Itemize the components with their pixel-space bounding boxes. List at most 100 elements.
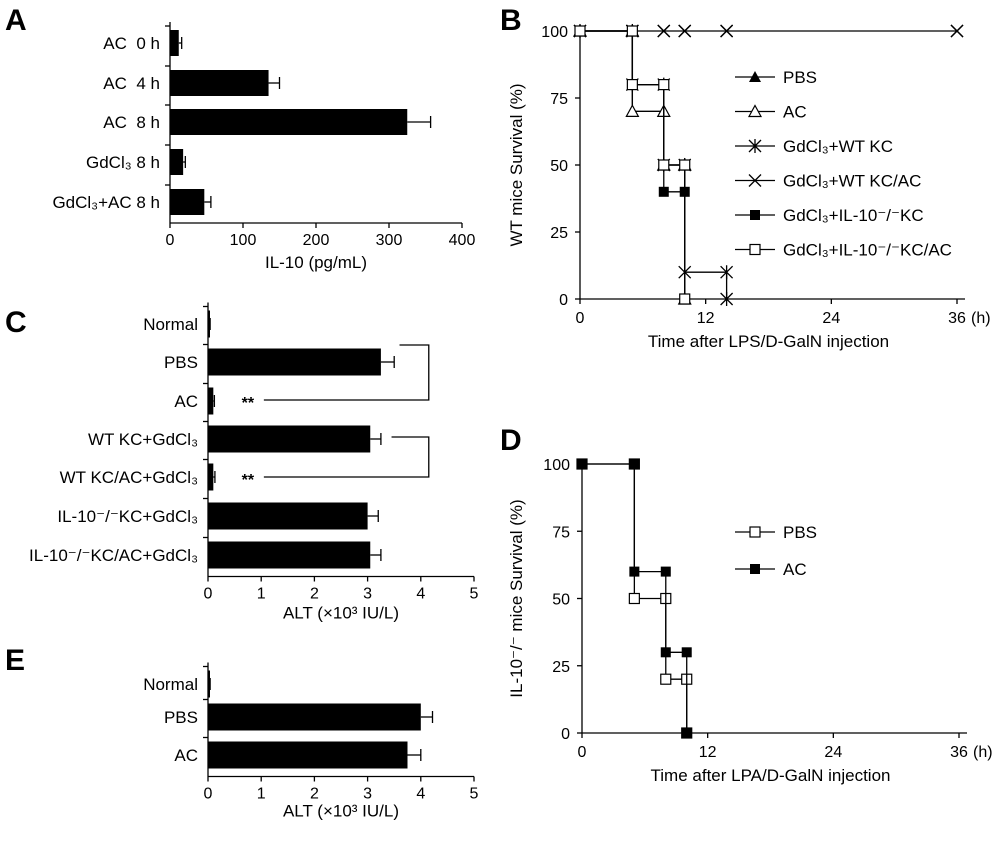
- c-category-label: WT KC/AC+GdCl₃: [60, 468, 198, 487]
- b-y-tick-label: 100: [541, 24, 568, 41]
- a-category-label: AC 4 h: [103, 74, 160, 93]
- b-series-marker: [626, 78, 638, 91]
- b-legend-label: GdCl₃+IL-10⁻/⁻KC/AC: [783, 241, 952, 260]
- b-x-tick-label: 0: [576, 310, 585, 327]
- b-legend-marker: [748, 174, 762, 187]
- d-x-tick-label: 0: [578, 744, 587, 761]
- e-bar: [208, 741, 408, 769]
- a-x-tick-label: 0: [166, 232, 175, 249]
- panel-letter-b: B: [500, 4, 522, 37]
- d-x-axis-title: Time after LPA/D-GalN injection: [651, 766, 891, 785]
- b-series-marker: [720, 265, 734, 280]
- c-x-tick-label: 3: [363, 586, 372, 603]
- d-y-axis-title: IL-10⁻/⁻ mice Survival (%): [507, 499, 526, 697]
- b-legend-marker: [750, 210, 760, 220]
- a-category-label: GdCl₃+AC 8 h: [52, 193, 160, 212]
- b-x-unit: (h): [971, 310, 991, 327]
- c-x-tick-label: 0: [204, 586, 213, 603]
- a-bar: [170, 149, 184, 175]
- c-significance-marker: **: [242, 395, 255, 412]
- d-x-tick-label: 12: [699, 744, 717, 761]
- b-y-tick-label: 0: [559, 292, 568, 309]
- e-x-tick-label: 4: [416, 786, 425, 803]
- panel-letter-e: E: [5, 644, 25, 677]
- e-x-tick-label: 2: [310, 786, 319, 803]
- b-x-axis-title: Time after LPS/D-GalN injection: [648, 332, 889, 351]
- d-y-tick-label: 100: [543, 457, 570, 474]
- e-x-tick-label: 3: [363, 786, 372, 803]
- b-series-marker: [657, 24, 671, 38]
- a-x-tick-label: 400: [449, 232, 476, 249]
- panel-e-alt-bar-chart: 0 1 2 3 4 5 Normal PBS AC ALT (×10³ IU/L): [143, 662, 479, 821]
- c-x-axis-title: ALT (×10³ IU/L): [283, 604, 399, 623]
- d-series-marker: [629, 566, 640, 577]
- c-category-label: IL-10⁻/⁻KC+GdCl₃: [57, 507, 198, 526]
- b-series-marker: [679, 293, 691, 305]
- e-x-tick-label: 0: [204, 786, 213, 803]
- b-legend-marker: [749, 71, 761, 82]
- b-series-marker: [658, 78, 670, 91]
- e-category-label: Normal: [143, 675, 198, 694]
- d-y-tick-label: 75: [552, 524, 570, 541]
- d-legend-marker: [749, 526, 761, 538]
- c-significance-marker: **: [242, 472, 255, 489]
- d-x-unit: (h): [973, 744, 993, 761]
- b-legend-marker: [748, 139, 762, 153]
- d-series-marker: [628, 592, 640, 605]
- b-series-marker: [679, 159, 691, 171]
- d-x-tick-label: 36: [950, 744, 968, 761]
- d-y-tick-label: 50: [552, 592, 570, 609]
- b-series-marker: [658, 186, 669, 197]
- c-significance-bracket: [263, 344, 430, 401]
- a-category-label: AC 8 h: [103, 113, 160, 132]
- b-series-marker: [574, 25, 586, 37]
- b-legend-marker: [747, 104, 763, 118]
- panel-d-il10ko-survival-chart: 0 12 24 36 (h) 0 25 50 75 100 Time after LPA/D-Gal…: [507, 457, 993, 785]
- e-category-label: PBS: [164, 708, 198, 727]
- e-x-tick-label: 1: [257, 786, 266, 803]
- a-x-axis-title: IL-10 (pg/mL): [265, 253, 367, 272]
- c-category-label: WT KC+GdCl₃: [88, 430, 198, 449]
- c-category-label: IL-10⁻/⁻KC/AC+GdCl₃: [29, 546, 198, 565]
- b-series-marker: [626, 25, 638, 37]
- a-x-tick-label: 300: [376, 232, 403, 249]
- a-x-tick-label: 200: [303, 232, 330, 249]
- d-series-marker: [577, 459, 587, 469]
- b-x-tick-label: 12: [697, 310, 715, 327]
- e-bar: [208, 670, 210, 698]
- d-series-marker: [681, 647, 692, 658]
- c-x-tick-label: 5: [470, 586, 479, 603]
- a-category-label: GdCl₃ 8 h: [86, 153, 160, 172]
- e-bar: [208, 703, 421, 731]
- b-series-marker: [625, 104, 640, 117]
- b-legend-label: GdCl₃+WT KC: [783, 137, 893, 156]
- c-x-tick-label: 1: [257, 586, 266, 603]
- c-x-tick-label: 4: [416, 586, 425, 603]
- d-legend-label: AC: [783, 560, 807, 579]
- a-bar: [170, 30, 179, 56]
- c-bar: [208, 425, 371, 453]
- c-bar: [208, 387, 214, 415]
- d-y-tick-label: 0: [561, 726, 570, 743]
- e-x-tick-label: 5: [470, 786, 479, 803]
- c-bar: [208, 348, 381, 376]
- d-y-tick-label: 25: [552, 659, 570, 676]
- b-legend-marker: [749, 243, 761, 256]
- c-bar: [208, 463, 214, 491]
- panel-letter-d: D: [500, 424, 522, 457]
- a-bar: [170, 189, 205, 215]
- d-legend-label: PBS: [783, 523, 817, 542]
- b-series-marker: [950, 24, 964, 38]
- panel-b-wt-survival-chart: 0 12 24 36 (h) 0 25 50 75 100 Time after LPS/D-Gal…: [507, 23, 991, 351]
- b-legend-label: GdCl₃+WT KC/AC: [783, 172, 921, 191]
- b-y-tick-label: 25: [550, 225, 568, 242]
- c-x-tick-label: 2: [310, 586, 319, 603]
- b-x-tick-label: 24: [822, 310, 840, 327]
- e-x-axis-title: ALT (×10³ IU/L): [283, 802, 399, 821]
- b-legend-label: GdCl₃+IL-10⁻/⁻KC: [783, 206, 924, 225]
- c-significance-bracket: [263, 436, 430, 478]
- panel-letter-c: C: [5, 306, 27, 339]
- d-series-marker: [629, 459, 640, 469]
- a-x-tick-label: 100: [230, 232, 257, 249]
